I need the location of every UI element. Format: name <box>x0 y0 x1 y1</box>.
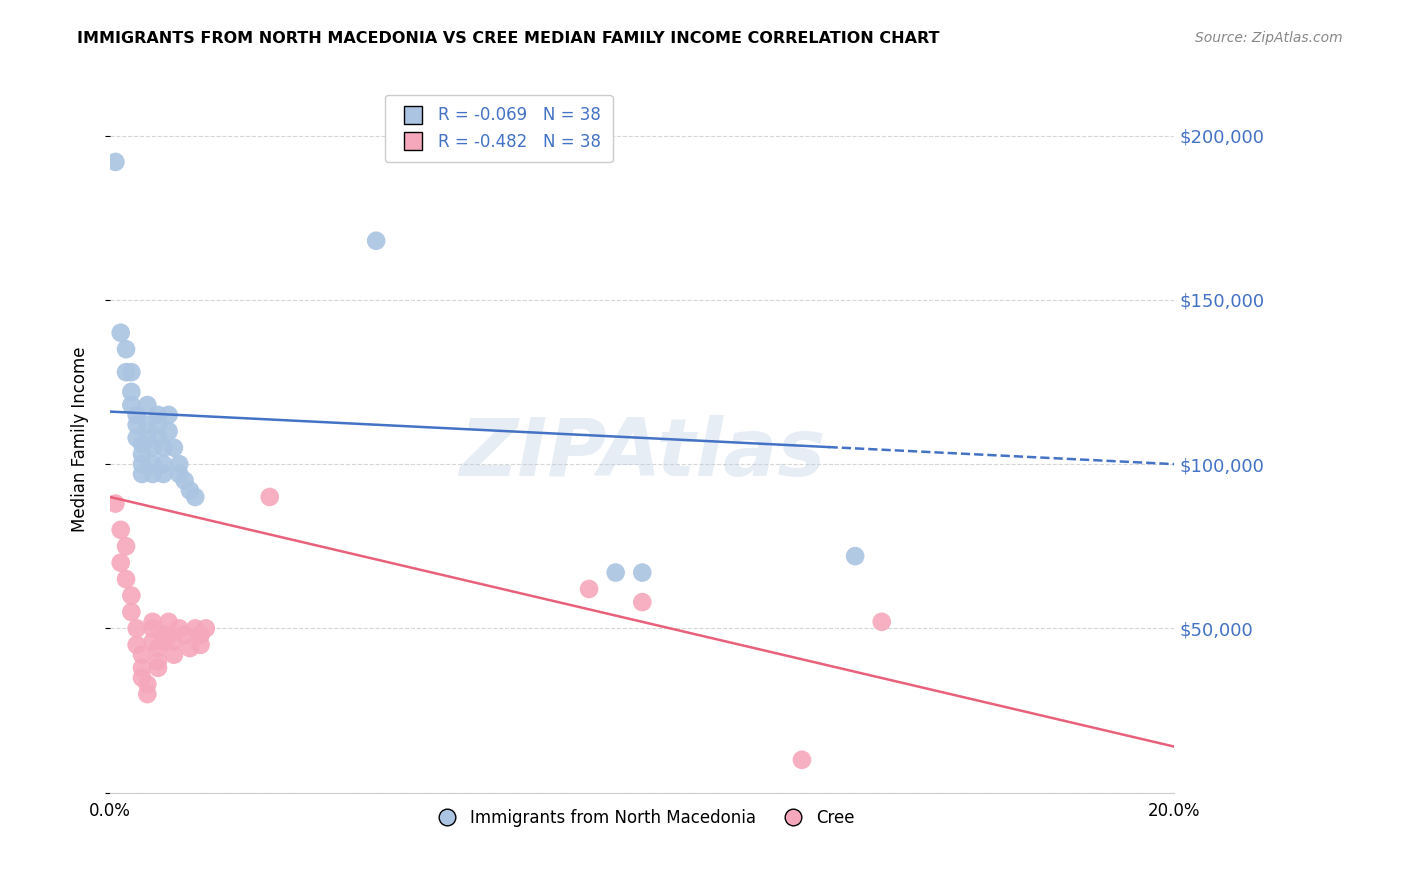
Point <box>110 523 132 537</box>
Point <box>115 539 138 553</box>
Point <box>146 641 169 656</box>
Point <box>163 634 186 648</box>
Point <box>179 641 201 656</box>
Point <box>157 425 180 439</box>
Point <box>131 437 153 451</box>
Point <box>844 549 866 563</box>
Point <box>131 447 153 461</box>
Point <box>120 589 142 603</box>
Point <box>131 648 153 662</box>
Point <box>120 384 142 399</box>
Text: Source: ZipAtlas.com: Source: ZipAtlas.com <box>1195 31 1343 45</box>
Point <box>115 342 138 356</box>
Point <box>104 497 127 511</box>
Point <box>631 566 654 580</box>
Point <box>142 441 165 455</box>
Point <box>142 621 165 635</box>
Point <box>146 654 169 668</box>
Point <box>131 467 153 481</box>
Point <box>142 615 165 629</box>
Point <box>146 417 169 432</box>
Point <box>136 431 159 445</box>
Point <box>136 398 159 412</box>
Point <box>173 474 195 488</box>
Point <box>870 615 893 629</box>
Point <box>142 634 165 648</box>
Point <box>167 467 190 481</box>
Point <box>131 457 153 471</box>
Legend: Immigrants from North Macedonia, Cree: Immigrants from North Macedonia, Cree <box>423 803 862 834</box>
Point <box>136 417 159 432</box>
Point <box>163 441 186 455</box>
Point <box>605 566 627 580</box>
Point <box>146 408 169 422</box>
Point <box>167 621 190 635</box>
Point <box>163 648 186 662</box>
Point <box>115 365 138 379</box>
Point <box>152 628 174 642</box>
Point <box>125 417 148 432</box>
Point <box>173 628 195 642</box>
Point <box>136 687 159 701</box>
Point <box>120 605 142 619</box>
Point <box>366 234 388 248</box>
Point <box>131 661 153 675</box>
Point <box>259 490 281 504</box>
Point <box>790 753 813 767</box>
Point <box>136 677 159 691</box>
Point <box>115 572 138 586</box>
Point <box>152 634 174 648</box>
Point <box>631 595 654 609</box>
Point <box>125 621 148 635</box>
Point <box>104 155 127 169</box>
Point <box>125 431 148 445</box>
Point <box>179 483 201 498</box>
Text: ZIPAtlas: ZIPAtlas <box>460 415 825 492</box>
Point <box>152 457 174 471</box>
Point <box>152 467 174 481</box>
Point <box>578 582 600 596</box>
Point <box>125 408 148 422</box>
Point <box>146 661 169 675</box>
Point <box>120 398 142 412</box>
Point <box>146 431 169 445</box>
Point <box>110 556 132 570</box>
Point <box>110 326 132 340</box>
Point <box>190 638 212 652</box>
Point <box>142 467 165 481</box>
Point <box>125 638 148 652</box>
Point <box>190 628 212 642</box>
Point <box>152 441 174 455</box>
Point <box>157 408 180 422</box>
Point <box>167 457 190 471</box>
Text: IMMIGRANTS FROM NORTH MACEDONIA VS CREE MEDIAN FAMILY INCOME CORRELATION CHART: IMMIGRANTS FROM NORTH MACEDONIA VS CREE … <box>77 31 939 46</box>
Point <box>194 621 217 635</box>
Point <box>157 628 180 642</box>
Point <box>157 615 180 629</box>
Point <box>184 621 207 635</box>
Point <box>184 490 207 504</box>
Point <box>120 365 142 379</box>
Y-axis label: Median Family Income: Median Family Income <box>72 347 89 533</box>
Point <box>142 457 165 471</box>
Point <box>131 671 153 685</box>
